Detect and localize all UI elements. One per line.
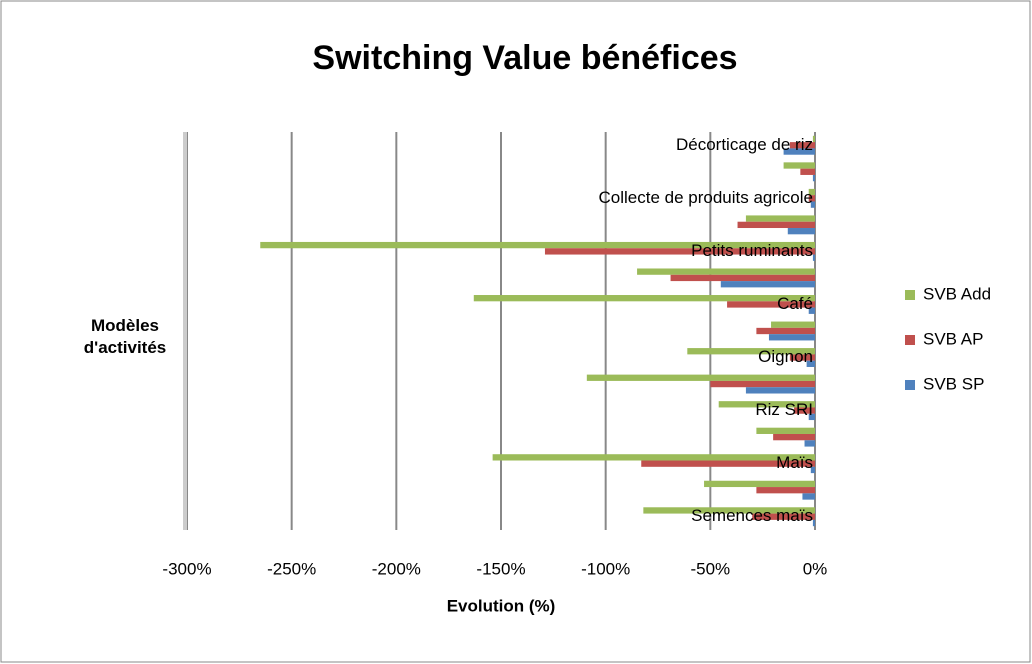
y-tick-label: Semences maïs: [691, 506, 813, 525]
y-tick-label: Riz SRI: [755, 400, 813, 419]
bar: [783, 148, 815, 155]
legend-label: SVB AP: [923, 329, 983, 348]
bar: [637, 268, 815, 275]
bar: [745, 387, 815, 394]
x-tick-label: -150%: [476, 559, 525, 578]
x-tick-label: 0%: [803, 559, 828, 578]
bar: [787, 228, 815, 235]
bar: [492, 454, 815, 461]
bar: [789, 142, 815, 149]
x-axis-label: Evolution (%): [447, 596, 556, 615]
bar: [768, 334, 815, 341]
bar: [802, 493, 815, 500]
bar: [783, 162, 815, 169]
bar: [808, 307, 815, 314]
x-tick-label: -200%: [372, 559, 421, 578]
x-tick-label: -250%: [267, 559, 316, 578]
bar: [812, 254, 815, 261]
bar: [773, 433, 815, 441]
bar: [720, 281, 815, 288]
bar: [806, 360, 815, 367]
y-tick-label: Oignon: [758, 347, 813, 366]
x-tick-label: -300%: [162, 559, 211, 578]
bar: [473, 295, 815, 302]
x-tick-label: -100%: [581, 559, 630, 578]
bar: [808, 195, 815, 202]
bar: [756, 427, 815, 434]
legend-label: SVB SP: [923, 374, 984, 393]
bar: [704, 480, 815, 488]
legend-label: SVB Add: [923, 284, 991, 303]
bar: [643, 507, 815, 514]
bar: [737, 221, 815, 229]
bar: [687, 348, 815, 355]
y-tick-label: Maïs: [776, 453, 813, 472]
bar: [810, 466, 815, 474]
bar: [745, 215, 815, 222]
y-axis-label: Modèles d'activités: [84, 316, 166, 357]
bar: [800, 168, 815, 175]
bar: [810, 201, 815, 208]
bar: [727, 301, 815, 308]
bar: [812, 174, 815, 182]
bar: [752, 513, 815, 520]
bar: [641, 460, 815, 467]
bar: [808, 413, 815, 421]
chart-title: Switching Value bénéfices: [312, 39, 737, 77]
bar: [718, 401, 815, 408]
bar: [812, 519, 815, 527]
bar: [756, 487, 815, 494]
legend-swatch: [905, 380, 915, 390]
bar: [756, 327, 815, 335]
y-tick-label: Décorticage de riz: [676, 135, 813, 154]
y-tick-label: Café: [777, 294, 813, 313]
bar: [260, 241, 815, 249]
x-tick-label: -50%: [690, 559, 730, 578]
bar: [812, 135, 815, 143]
bar: [771, 321, 815, 328]
y-tick-label: Petits ruminants: [691, 241, 813, 260]
legend-swatch: [905, 290, 915, 300]
legend-swatch: [905, 335, 915, 345]
bar: [544, 248, 815, 255]
bar: [789, 354, 815, 361]
bar: [710, 380, 815, 388]
bar: [808, 188, 815, 196]
bar: [804, 440, 815, 447]
bar: [794, 407, 815, 414]
bar: [670, 274, 815, 282]
y-tick-label: Collecte de produits agricole: [598, 188, 813, 207]
bar: [586, 374, 815, 381]
